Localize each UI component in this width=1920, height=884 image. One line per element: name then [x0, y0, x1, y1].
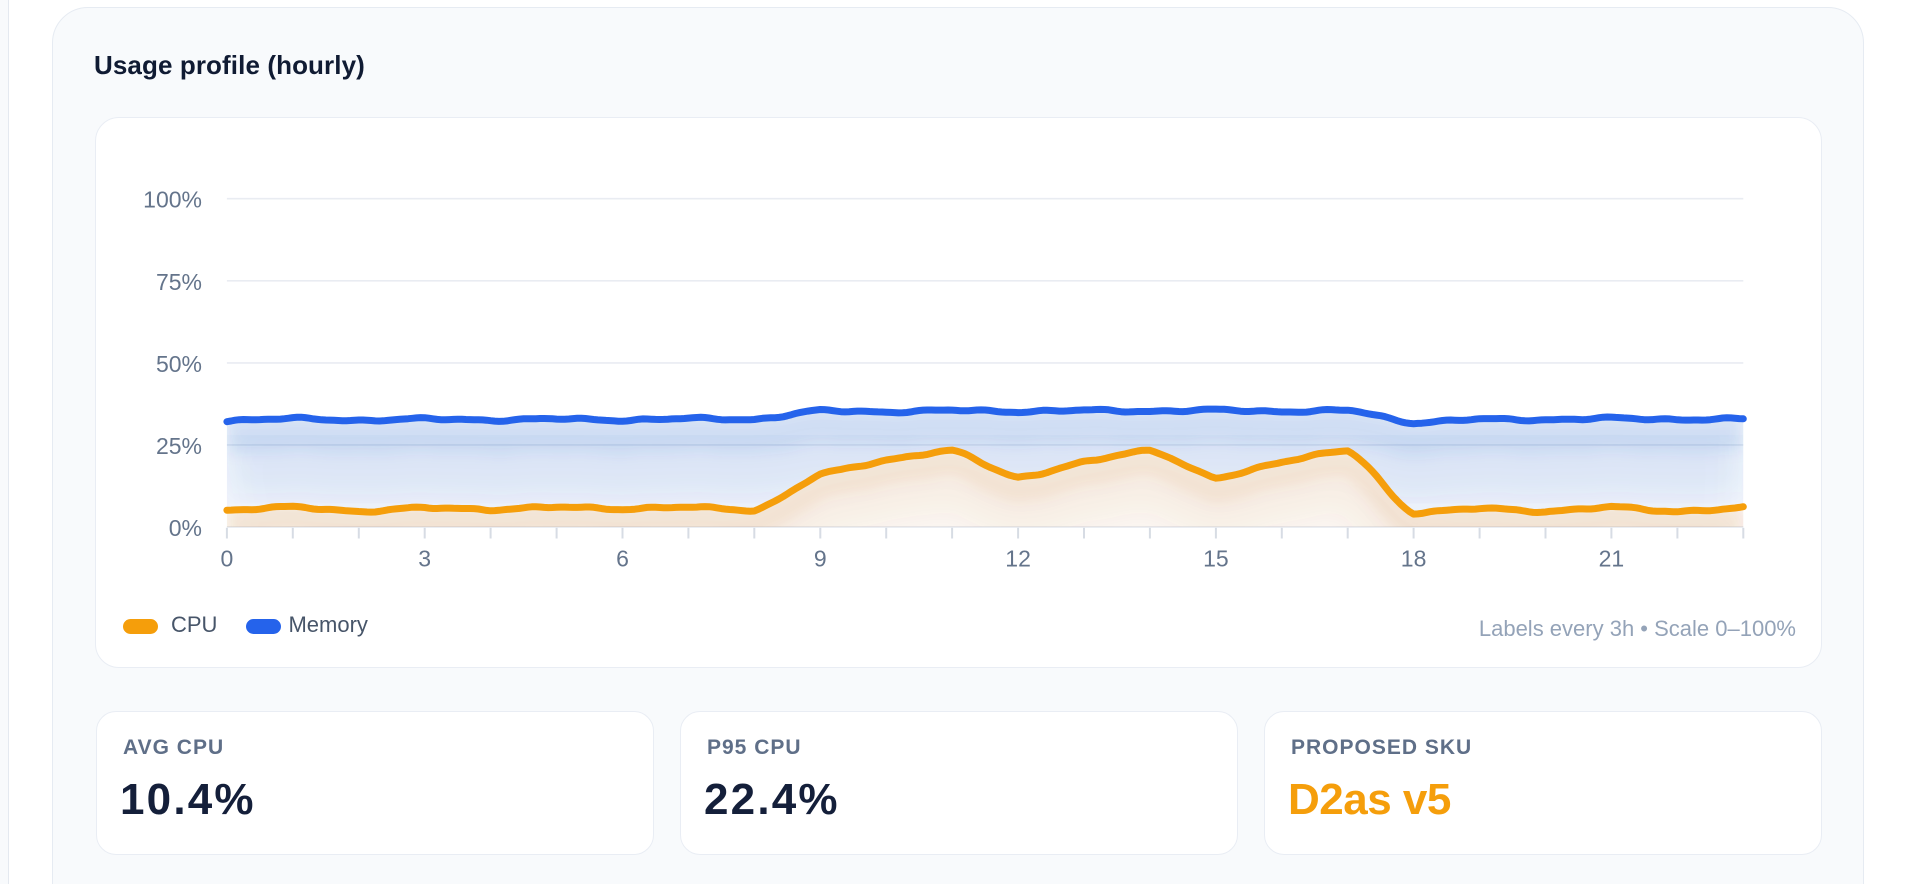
- svg-text:15: 15: [1203, 546, 1229, 572]
- svg-text:0: 0: [221, 546, 234, 572]
- svg-text:18: 18: [1401, 546, 1427, 572]
- svg-text:100%: 100%: [143, 187, 202, 213]
- svg-text:0%: 0%: [169, 515, 202, 541]
- svg-text:50%: 50%: [156, 351, 202, 377]
- svg-text:9: 9: [814, 546, 827, 572]
- svg-text:12: 12: [1005, 546, 1031, 572]
- svg-text:25%: 25%: [156, 433, 202, 459]
- svg-text:75%: 75%: [156, 269, 202, 295]
- svg-text:6: 6: [616, 546, 629, 572]
- svg-text:21: 21: [1599, 546, 1625, 572]
- svg-text:3: 3: [418, 546, 431, 572]
